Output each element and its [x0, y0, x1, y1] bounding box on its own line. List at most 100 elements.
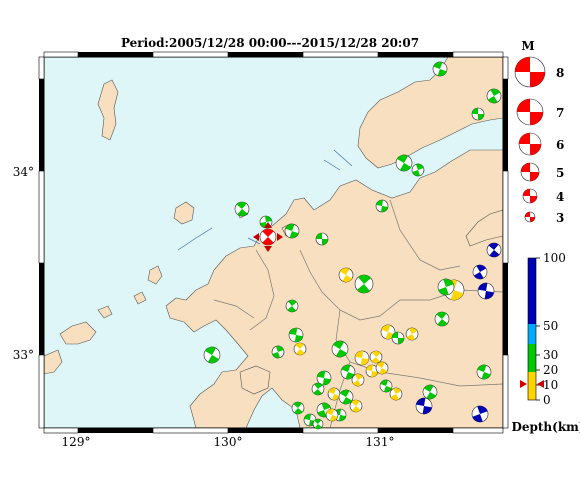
earthquake-symbol: [284, 223, 300, 239]
kyushu-landmass: [165, 149, 503, 428]
mag-label-4: 4: [556, 190, 564, 204]
stress-arrow: [264, 222, 272, 228]
earthquake-symbol: [327, 387, 341, 401]
magnitude-symbol: [524, 211, 536, 223]
earthquake-symbol: [291, 401, 305, 415]
goto-islands: [44, 305, 113, 375]
depth-tick-20: 20: [543, 363, 558, 377]
shikoku-landmass: [465, 209, 503, 247]
earthquake-symbols: [203, 61, 502, 430]
earthquake-symbol: [338, 267, 354, 283]
frame-ticks-left: [38, 56, 45, 429]
mag-label-7: 7: [556, 106, 564, 120]
earthquake-symbol: [389, 387, 403, 401]
earthquake-symbol: [315, 232, 329, 246]
earthquake-symbol: [486, 242, 502, 258]
stress-arrow: [264, 246, 272, 252]
depth-bar-mid: [528, 324, 536, 344]
earthquake-symbol: [271, 345, 285, 359]
earthquake-symbol: [486, 88, 502, 104]
magnitude-symbol: [520, 162, 540, 182]
earthquake-symbol: [349, 399, 363, 413]
earthquake-symbol: [338, 389, 354, 405]
mag-label-6: 6: [556, 138, 564, 152]
amakusa-islands: [239, 365, 271, 395]
earthquake-symbol: [351, 373, 365, 387]
tsushima-island: [97, 79, 119, 141]
earthquake-symbol: [432, 61, 448, 77]
stress-arrow: [277, 233, 283, 241]
earthquake-symbol: [331, 340, 349, 358]
small-islands: [133, 205, 295, 305]
earthquake-symbol: [405, 327, 419, 341]
depth-tick-50: 50: [543, 319, 558, 333]
depth-marker: [520, 380, 544, 388]
earthquake-symbol: [293, 342, 307, 356]
depth-legend: 100 50 30 20 10 0 Depth(km): [511, 251, 580, 434]
earthquake-symbol: [316, 370, 332, 386]
mag-label-8: 8: [556, 66, 564, 80]
fault-lines: [177, 149, 353, 251]
depth-bar-shallow: [528, 344, 536, 372]
earthquake-symbol: [395, 154, 413, 172]
magnitude-symbol: [514, 56, 546, 88]
honshu-landmass: [357, 57, 503, 169]
depth-bar-deep: [528, 258, 536, 324]
earthquake-symbol: [234, 201, 250, 217]
earthquake-symbol: [411, 163, 425, 177]
mag-label-5: 5: [556, 166, 564, 180]
earthquake-symbol: [354, 274, 374, 294]
earthquake-symbol: [422, 384, 438, 400]
depth-legend-title: Depth(km): [511, 420, 580, 434]
earthquake-symbol: [415, 397, 433, 415]
earthquake-symbol: [311, 382, 325, 396]
main-event-mechanism[interactable]: [253, 222, 283, 252]
map-title: Period:2005/12/28 00:00---2015/12/28 20:…: [121, 36, 419, 50]
main-event-beachball: [259, 228, 277, 246]
frame-ticks-top: [43, 51, 504, 58]
magnitude-legend: M 8 7 6 5 4 3: [514, 39, 564, 225]
earthquake-symbol: [471, 405, 489, 423]
earthquake-symbol: [437, 278, 455, 296]
earthquake-symbol: [369, 350, 383, 364]
magnitude-symbols: [514, 56, 546, 223]
depth-ticks: [536, 257, 540, 401]
earthquake-symbol: [354, 350, 370, 366]
depth-tick-10: 10: [543, 378, 558, 392]
earthquake-symbol: [375, 361, 389, 375]
earthquake-symbol: [285, 299, 299, 313]
earthquake-symbol: [379, 379, 393, 393]
lon-tick-129: 129°: [62, 435, 91, 449]
earthquake-symbol: [477, 282, 495, 300]
earthquake-symbol: [472, 264, 488, 280]
earthquake-symbol: [203, 346, 221, 364]
lat-tick-34: 34°: [13, 165, 34, 179]
stress-arrow: [253, 233, 259, 241]
earthquake-symbol: [391, 331, 405, 345]
earthquake-symbol: [325, 408, 339, 422]
iki-island: [173, 201, 195, 225]
lat-tick-33: 33°: [13, 348, 34, 362]
earthquake-symbol: [312, 418, 324, 430]
magnitude-symbol: [518, 132, 542, 156]
frame-ticks-right: [502, 56, 509, 429]
depth-bar-frame: [527, 257, 537, 401]
lon-tick-131: 131°: [366, 435, 395, 449]
depth-bar-surface: [528, 372, 536, 400]
magnitude-legend-title: M: [521, 39, 534, 53]
depth-tick-100: 100: [543, 251, 566, 265]
magnitude-symbol: [522, 188, 538, 204]
earthquake-symbol: [340, 364, 356, 380]
frame-ticks-bottom: [43, 427, 504, 434]
earthquake-symbol: [476, 364, 492, 380]
mag-label-3: 3: [556, 211, 564, 225]
depth-tick-30: 30: [543, 348, 558, 362]
magnitude-symbol: [516, 98, 544, 126]
map-area: [38, 51, 509, 434]
earthquake-symbol: [471, 107, 485, 121]
lon-tick-130: 130°: [214, 435, 243, 449]
earthquake-symbol: [375, 199, 389, 213]
earthquake-symbol: [434, 311, 450, 327]
earthquake-symbol: [288, 327, 304, 343]
